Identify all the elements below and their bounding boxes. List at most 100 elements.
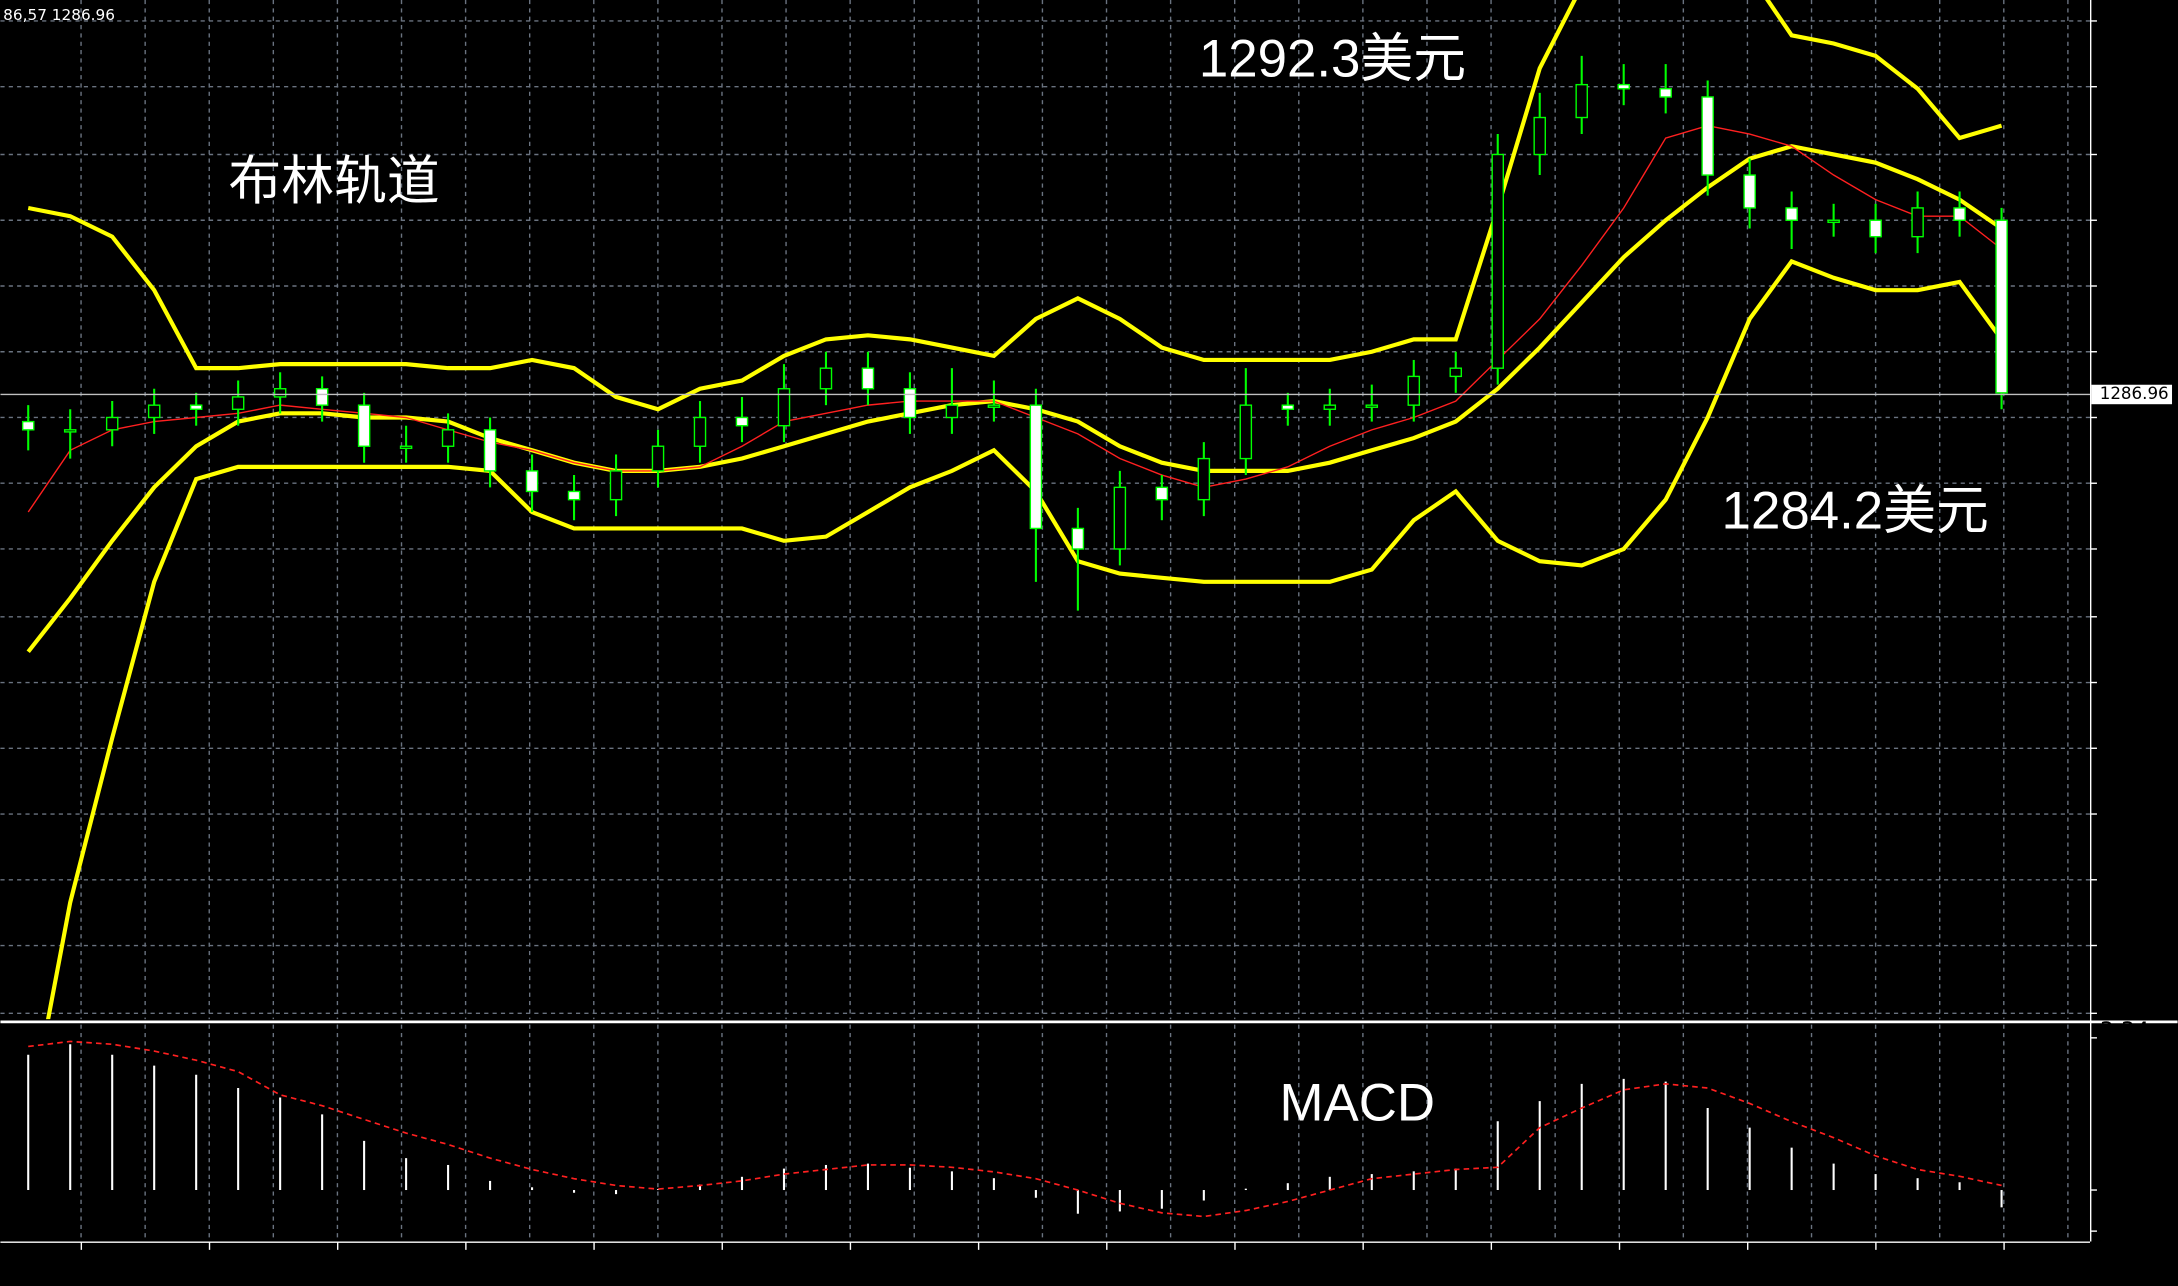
candle-body — [945, 404, 959, 419]
annotation: 布林轨道 — [228, 152, 439, 211]
x-tick-label: 13 Apr 07:00 — [81, 1244, 226, 1270]
candle-body — [1953, 207, 1966, 221]
y-tick-label: 3.34 — [2100, 1018, 2150, 1044]
x-tick-label: 14 Apr 03:00 — [1363, 1244, 1508, 1270]
y-tick-label: 1273.55 — [2100, 926, 2178, 952]
current-price-box — [2091, 384, 2173, 405]
x-tick-label: 13 Apr 17:00 — [722, 1244, 867, 1270]
candle-body — [1701, 96, 1714, 176]
candle-body — [1995, 219, 2008, 394]
y-tick-label: 1288.00 — [2100, 332, 2178, 358]
candle-body — [525, 470, 539, 493]
y-tick-label: 1275.15 — [2100, 860, 2178, 886]
y-tick-label: -0.902 — [2100, 1211, 2172, 1237]
candle-body — [1911, 207, 1924, 238]
candle-body — [231, 396, 245, 410]
candle-body — [1281, 404, 1295, 410]
candle-body — [1155, 486, 1169, 501]
candle-body — [1197, 457, 1211, 501]
candle-body — [1449, 367, 1463, 378]
candle-body — [819, 367, 833, 390]
x-tick-label: 17 Apr 14:15 — [2004, 1244, 2149, 1270]
candle-body — [1659, 88, 1672, 98]
x-tick-label: 13 Apr 23:00 — [1107, 1244, 1252, 1270]
bollinger-band — [26, 144, 2003, 654]
candle-body — [861, 367, 875, 390]
candle-body — [1743, 174, 1756, 209]
candle-body — [1029, 404, 1043, 530]
y-tick-label: 0.00 — [2100, 1170, 2150, 1196]
x-tick-label: 13 Apr 13:00 — [466, 1244, 611, 1270]
candle-body — [63, 429, 77, 433]
x-tick-label: 14 Apr 01:00 — [1235, 1244, 1380, 1270]
candle-body — [1407, 375, 1421, 406]
y-tick-label: 1276.75 — [2100, 794, 2178, 820]
header-text: 86,57 1286.96 — [3, 6, 115, 24]
y-tick-label: 1278.35 — [2100, 728, 2178, 754]
candle-body — [357, 404, 371, 447]
y-tick-label: 1281.55 — [2100, 597, 2178, 623]
macd-title: MACD — [1279, 1074, 1435, 1133]
y-tick-label: 1279.95 — [2100, 663, 2178, 689]
candle-body — [1785, 207, 1798, 221]
macd-signal — [28, 1040, 2002, 1218]
candle-body — [567, 490, 581, 501]
candle-body — [651, 445, 665, 472]
candle-body — [1617, 83, 1630, 90]
candle-body — [1113, 486, 1127, 550]
x-tick-label: 17 Apr 06:15 — [1491, 1244, 1636, 1270]
grid-layer — [0, 0, 2090, 1242]
current-price-label: 1286.96 — [2100, 384, 2169, 403]
candle-body — [1575, 83, 1588, 119]
macd-pane — [27, 1040, 2003, 1218]
x-tick-label: 13 Apr 09:00 — [210, 1244, 355, 1270]
candle-body — [735, 416, 749, 427]
candle-body — [609, 470, 623, 501]
y-tick-label: 1291.20 — [2100, 200, 2178, 226]
candle-body — [1827, 219, 1840, 224]
bollinger-band — [46, 258, 2004, 1020]
x-tick-label: 17 Apr 08:15 — [1620, 1244, 1765, 1270]
candle-body — [189, 404, 203, 410]
candle-body — [1533, 116, 1546, 156]
y-tick-label: 1289.60 — [2100, 266, 2178, 292]
x-tick-label: 17 Apr 12:15 — [1876, 1244, 2021, 1270]
price-pane — [0, 0, 2090, 1020]
candle-body — [1239, 404, 1253, 460]
x-tick-label: 13 Apr 11:00 — [338, 1244, 483, 1270]
candle-body — [987, 404, 1001, 408]
y-tick-label: 1294.45 — [2100, 67, 2178, 93]
y-tick-label: 1284.80 — [2100, 463, 2178, 489]
candle-body — [1491, 153, 1504, 369]
annotation: 1284.2美元 — [1722, 481, 1989, 540]
candle-body — [1869, 219, 1882, 238]
x-tick-label: 13 Apr 15:00 — [594, 1244, 739, 1270]
candle-body — [483, 429, 497, 472]
candle-body — [1365, 404, 1379, 408]
candle-body — [1071, 527, 1085, 550]
bollinger-band — [27, 0, 2003, 412]
candle-body — [273, 388, 287, 398]
candle-body — [147, 404, 161, 419]
y-tick-label: 1271.90 — [2100, 993, 2178, 1019]
y-tick-label: 1296.05 — [2100, 1, 2178, 27]
x-tick-label: 17 Apr 10:15 — [1748, 1244, 1893, 1270]
x-tick-label: 13 Apr 21:00 — [979, 1244, 1124, 1270]
candle-body — [693, 416, 707, 447]
annotation: 1292.3美元 — [1199, 30, 1466, 89]
candle-body — [1323, 404, 1337, 410]
candle-body — [315, 388, 329, 406]
candle-body — [441, 429, 455, 447]
moving-average — [27, 124, 2003, 513]
candle-body — [903, 388, 917, 419]
candle-body — [777, 388, 791, 427]
y-tick-label: 1292.80 — [2100, 135, 2178, 161]
candle-body — [399, 445, 413, 450]
candle-body — [105, 416, 119, 431]
x-tick-label: 13 Apr 19:00 — [850, 1244, 995, 1270]
y-tick-label: 1283.20 — [2100, 529, 2178, 555]
candle-body — [21, 420, 35, 431]
